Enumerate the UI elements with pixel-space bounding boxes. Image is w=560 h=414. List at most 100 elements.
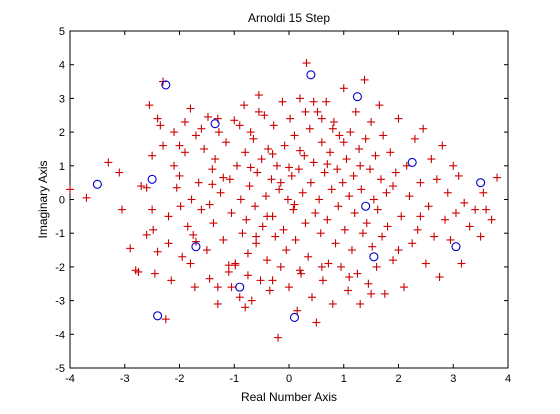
plus-marker (150, 269, 159, 278)
plus-marker (357, 185, 366, 194)
plus-marker (276, 178, 285, 187)
plus-marker (172, 183, 181, 192)
plus-marker (286, 114, 295, 123)
plus-marker (302, 59, 311, 68)
plus-marker (394, 246, 403, 255)
plus-marker (238, 229, 247, 238)
plus-marker (298, 188, 307, 197)
plus-marker (235, 293, 244, 302)
circle-marker (476, 178, 486, 188)
plus-marker (191, 237, 200, 246)
plus-marker (304, 252, 313, 261)
plus-marker (104, 158, 113, 167)
plus-marker (317, 138, 326, 147)
plus-marker (251, 202, 260, 211)
plus-marker (317, 262, 326, 271)
circle-marker (210, 119, 220, 129)
plus-marker (416, 212, 425, 221)
plus-marker (224, 267, 233, 276)
circle-marker (306, 70, 316, 80)
plus-marker (413, 225, 422, 234)
plus-marker (241, 303, 250, 312)
plus-marker (309, 158, 318, 167)
plus-marker (361, 134, 370, 143)
plus-marker (202, 246, 211, 255)
y-tick-label: 5 (59, 26, 65, 38)
circle-marker (153, 311, 163, 321)
plus-marker (335, 131, 344, 140)
plus-marker (180, 117, 189, 126)
plus-marker (145, 101, 154, 110)
plus-marker (328, 124, 337, 133)
plus-marker (331, 239, 340, 248)
plus-marker (149, 225, 158, 234)
plus-marker (311, 208, 320, 217)
plus-marker (389, 256, 398, 265)
plus-marker (232, 161, 241, 170)
plus-marker (156, 121, 165, 130)
plus-marker (482, 205, 491, 214)
data-markers (66, 59, 502, 342)
plus-marker (268, 276, 277, 285)
plus-marker (205, 200, 214, 209)
plus-marker (265, 286, 274, 295)
plus-marker (427, 155, 436, 164)
plus-marker (294, 165, 303, 174)
plus-marker (246, 128, 255, 137)
circle-marker (407, 157, 417, 167)
plus-marker (391, 168, 400, 177)
plus-marker (301, 219, 310, 228)
plus-marker (324, 259, 333, 268)
plus-marker (219, 173, 228, 182)
plus-marker (245, 182, 254, 191)
plus-marker (126, 244, 135, 253)
plus-marker (118, 205, 127, 214)
circle-marker (289, 312, 300, 323)
plus-marker (301, 107, 310, 116)
plus-marker (394, 114, 403, 123)
plus-marker (283, 195, 292, 204)
plus-marker (338, 178, 347, 187)
plus-marker (340, 225, 349, 234)
y-axis-ticks: -5 -4 -3 -2 -1 0 1 2 3 4 5 (55, 26, 508, 375)
plus-marker (243, 249, 252, 258)
plus-marker (242, 215, 251, 224)
plus-marker (322, 97, 331, 106)
plus-marker (380, 289, 389, 298)
plus-marker (309, 97, 318, 106)
plus-marker (274, 333, 283, 342)
x-axis-ticks: -4 -3 -2 -1 0 1 2 3 4 (65, 31, 511, 385)
plus-marker (200, 144, 209, 153)
plus-marker (479, 188, 488, 197)
plus-marker (213, 299, 222, 308)
plus-marker (216, 188, 225, 197)
plus-marker (419, 124, 428, 133)
plus-marker (285, 163, 293, 172)
plus-marker (211, 155, 220, 164)
plus-marker (376, 175, 385, 184)
circle-marker (352, 92, 362, 102)
plus-marker (175, 171, 184, 180)
y-tick-label: 4 (59, 60, 65, 72)
plus-marker (408, 239, 417, 248)
plus-marker (183, 222, 192, 231)
plus-marker (197, 205, 206, 214)
plus-marker (313, 107, 322, 116)
plus-marker (346, 128, 355, 137)
plus-marker (240, 101, 249, 110)
plus-marker (153, 114, 162, 123)
plus-marker (345, 192, 354, 201)
plus-marker (256, 276, 265, 285)
plus-marker (305, 124, 314, 133)
plus-marker (353, 269, 362, 278)
plus-marker (279, 225, 288, 234)
plus-marker (424, 202, 433, 211)
plus-marker (327, 185, 336, 194)
x-tick-label: 2 (395, 373, 401, 385)
plus-marker (465, 222, 474, 231)
plus-marker (366, 165, 375, 174)
plus-marker (295, 94, 304, 103)
plus-marker (66, 185, 74, 194)
plus-marker (358, 229, 367, 238)
y-axis-label: Imaginary Axis (36, 160, 50, 238)
